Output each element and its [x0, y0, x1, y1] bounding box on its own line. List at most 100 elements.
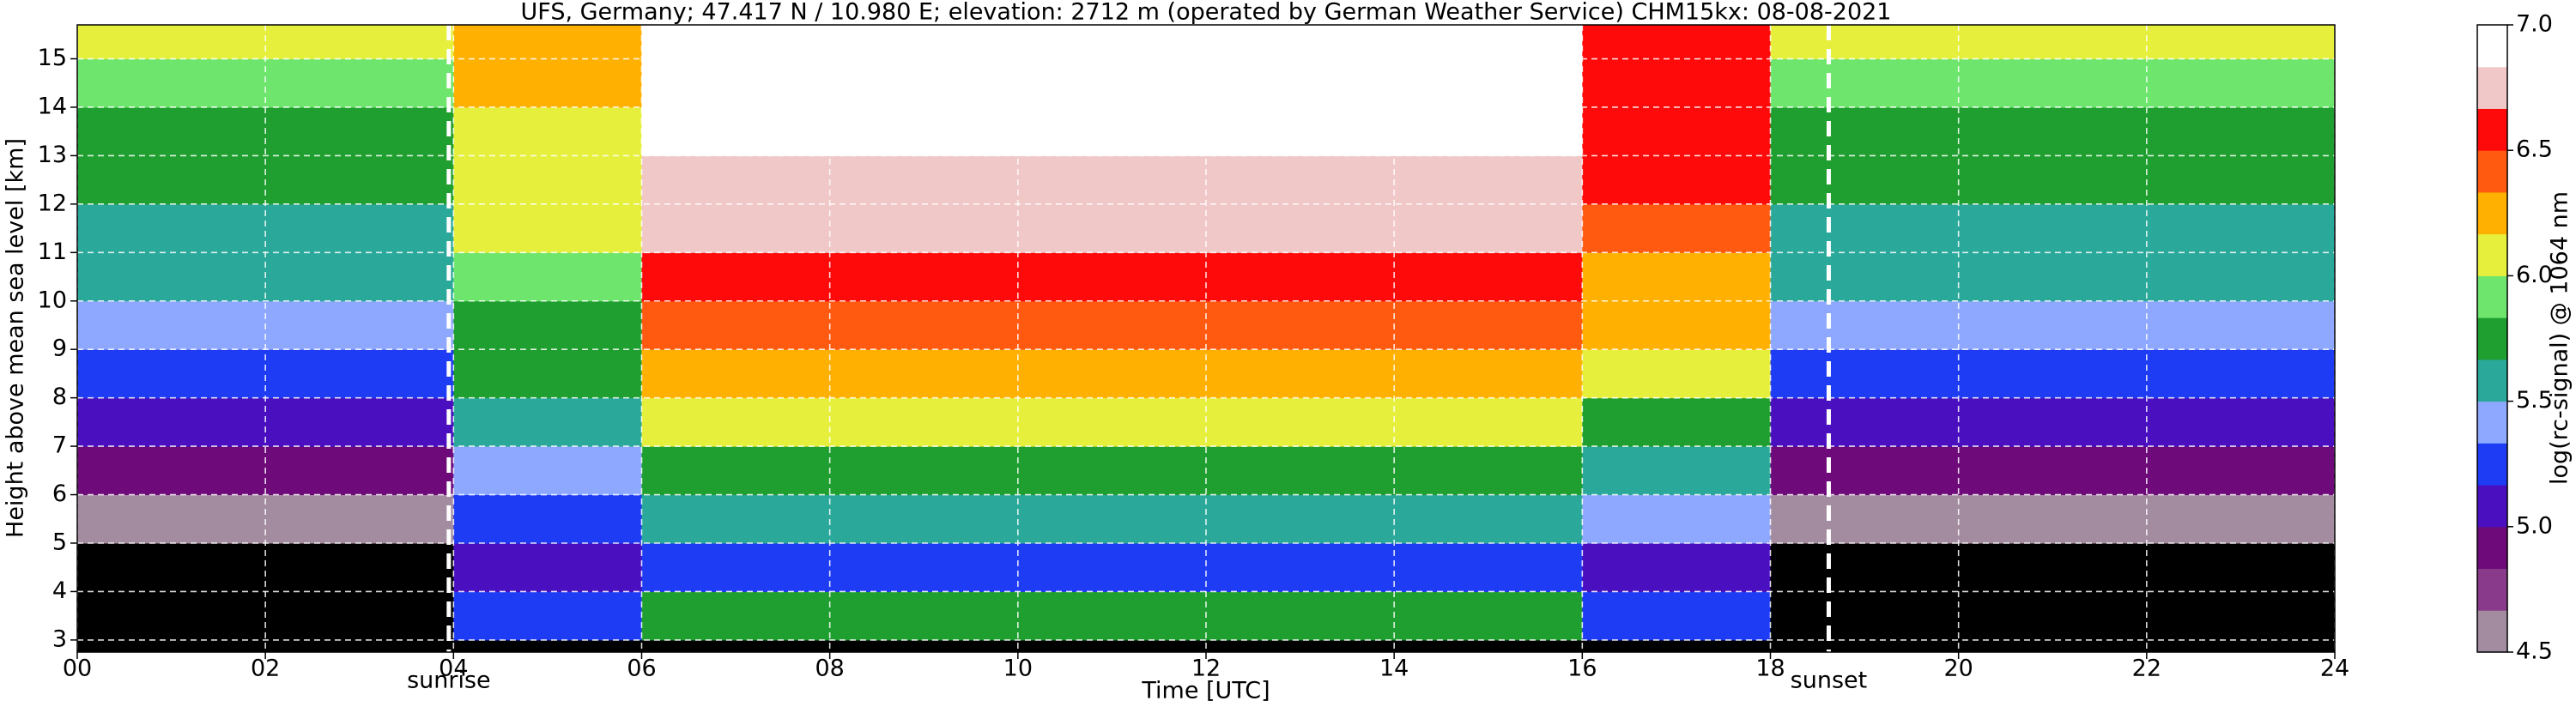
heatmap-cell [1958, 252, 2148, 302]
colorbar-segment [2477, 568, 2507, 611]
heatmap-cell [1582, 349, 1771, 399]
heatmap-cell [1017, 591, 1207, 641]
chart-title: UFS, Germany; 47.417 N / 10.980 E; eleva… [521, 0, 1892, 26]
heatmap-cell [829, 591, 1019, 641]
heatmap-cell [1582, 591, 1771, 641]
heatmap-cell [1582, 25, 1771, 60]
y-tick-label: 4 [52, 577, 67, 604]
x-tick-label: 04 [439, 656, 468, 682]
heatmap-cell [1017, 542, 1207, 592]
y-tick-label: 8 [52, 384, 67, 410]
colorbar-segment [2477, 443, 2507, 486]
heatmap-cell [1394, 349, 1583, 399]
heatmap-cell [1017, 300, 1207, 350]
heatmap-cell [1206, 155, 1395, 205]
colorbar-label: log(rc-signal) @ 1064 nm [2547, 191, 2573, 485]
y-axis-label: Height above mean sea level [km] [3, 138, 29, 538]
heatmap-cell [1770, 542, 1960, 592]
heatmap-cell [1958, 639, 2148, 653]
heatmap-cell [829, 349, 1019, 399]
heatmap-cell [265, 252, 454, 302]
heatmap-cell [1394, 155, 1583, 205]
colorbar-segment [2477, 150, 2507, 193]
heatmap-cell [1017, 397, 1207, 447]
heatmap-cell [1017, 349, 1207, 399]
heatmap-cell [77, 639, 266, 653]
heatmap-cell [2146, 106, 2336, 156]
heatmap-cell [1017, 106, 1207, 156]
heatmap-cell [1206, 106, 1395, 156]
y-tick-label: 11 [38, 239, 67, 265]
heatmap-cell [1394, 446, 1583, 496]
heatmap-cell [829, 106, 1019, 156]
heatmap-cell [1770, 349, 1960, 399]
heatmap-cell [829, 203, 1019, 253]
x-tick-label: 20 [1943, 656, 1973, 682]
colorbar-segment [2477, 275, 2507, 318]
overlay: 3 4 5 6 7 8 9 10 11 12 13 14 15 00 02 04 06 08 10 12 14 16 18 2… [38, 11, 2553, 694]
colorbar-tick-label: 5.5 [2516, 387, 2553, 414]
heatmap-cell [1394, 300, 1583, 350]
heatmap-cell [77, 155, 266, 205]
heatmap-cell [265, 494, 454, 544]
heatmap-cell [77, 591, 266, 641]
heatmap-cell [77, 106, 266, 156]
heatmap-cell [1206, 25, 1395, 60]
heatmap-cell [453, 591, 642, 641]
x-tick-label: 18 [1755, 656, 1785, 682]
heatmap-cell [265, 155, 454, 205]
heatmap-cell [1206, 494, 1395, 544]
heatmap-cell [1394, 252, 1583, 302]
heatmap-cell [265, 639, 454, 653]
heatmap-cell [1958, 203, 2148, 253]
y-tick-label: 9 [52, 335, 67, 362]
x-tick-label: 22 [2132, 656, 2161, 682]
heatmap-cell [77, 397, 266, 447]
colorbar-segment [2477, 108, 2507, 151]
heatmap-cell [1770, 155, 1960, 205]
heatmap-cell [1394, 494, 1583, 544]
colorbar-tick-label: 7.0 [2516, 11, 2553, 38]
heatmap-cell [641, 106, 831, 156]
heatmap-cell [1017, 58, 1207, 108]
colorbar-frame [2476, 24, 2508, 653]
heatmap-cell [2146, 542, 2336, 592]
colorbar-segment [2477, 610, 2507, 653]
heatmap-cell [829, 494, 1019, 544]
colorbar-tick-label: 5.0 [2516, 512, 2553, 539]
heatmap-cell [1017, 639, 1207, 653]
x-tick-label: 14 [1379, 656, 1409, 682]
x-tick-label: 02 [251, 656, 280, 682]
heatmap-cell [1582, 155, 1771, 205]
heatmap-cell [1582, 542, 1771, 592]
heatmap-cell [1017, 252, 1207, 302]
colorbar-segment [2477, 401, 2507, 444]
heatmap-cell [1582, 106, 1771, 156]
heatmap-cell [453, 25, 642, 60]
heatmap-cell [1958, 397, 2148, 447]
heatmap-cell [453, 252, 642, 302]
colorbar-segment [2477, 485, 2507, 528]
x-tick-label: 24 [2320, 656, 2349, 682]
heatmap-cell [1206, 446, 1395, 496]
colorbar-segment [2477, 359, 2507, 402]
heatmap-cell [641, 203, 831, 253]
colorbar-tick-label: 4.5 [2516, 638, 2553, 665]
heatmap-cell [453, 542, 642, 592]
heatmap-cell [77, 542, 266, 592]
heatmap-cell [1394, 58, 1583, 108]
heatmap-cell [77, 494, 266, 544]
heatmap-cell [1582, 252, 1771, 302]
heatmap-cell [641, 591, 831, 641]
heatmap-cell [2146, 446, 2336, 496]
heatmap-cell [77, 203, 266, 253]
heatmap-cell [453, 106, 642, 156]
heatmap-cell [829, 58, 1019, 108]
heatmap-cell [641, 397, 831, 447]
x-tick-label: 00 [63, 656, 92, 682]
colorbar-segment [2477, 191, 2507, 235]
heatmap-cell [265, 106, 454, 156]
colorbar-segment [2477, 526, 2507, 570]
heatmap-cell [1394, 542, 1583, 592]
